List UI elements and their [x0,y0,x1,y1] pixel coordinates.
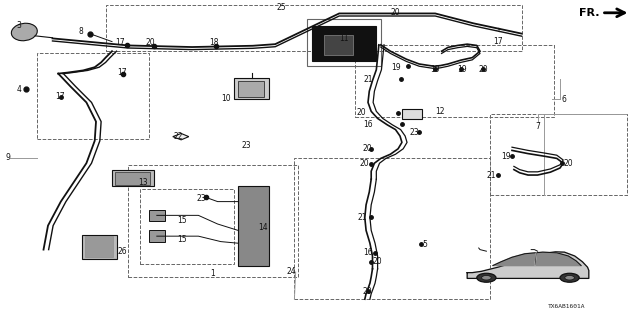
Text: 15: 15 [177,216,188,225]
Polygon shape [173,133,189,140]
Text: 10: 10 [221,94,230,103]
Polygon shape [467,252,589,278]
Bar [307,19,381,66]
Text: 23: 23 [196,194,206,203]
Bar [82,235,117,259]
Text: 17: 17 [116,68,127,77]
Polygon shape [493,252,581,266]
Ellipse shape [560,273,579,282]
Text: 13: 13 [138,178,148,187]
Text: 20: 20 [372,257,382,266]
Text: 26: 26 [117,247,127,256]
Bar [355,45,554,117]
Text: 22: 22 [173,132,182,141]
Ellipse shape [565,276,575,280]
Text: 3: 3 [17,21,22,30]
Text: 21: 21 [486,172,496,180]
Bar [402,109,422,119]
Bar [490,114,627,195]
Text: 1: 1 [210,269,215,278]
Text: 23: 23 [241,141,252,150]
Text: 4: 4 [17,85,22,94]
Text: 19: 19 [501,152,511,161]
Text: 20: 20 [363,144,372,153]
Text: 8: 8 [79,28,83,36]
Text: 20: 20 [360,159,369,168]
Text: 20: 20 [356,108,366,117]
Text: 20: 20 [478,65,488,74]
Ellipse shape [481,276,492,280]
Text: 20: 20 [363,287,372,296]
Bar [128,165,298,277]
Text: 6: 6 [562,95,567,104]
Bar [312,26,376,61]
Text: 20: 20 [390,8,401,17]
Text: 21: 21 [357,213,367,222]
Ellipse shape [12,23,37,41]
Text: 11: 11 [340,34,349,43]
Bar [324,35,353,55]
Text: 19: 19 [390,63,401,72]
Text: 23: 23 [410,128,419,137]
Bar [85,236,113,257]
Bar [149,210,165,221]
Text: 20: 20 [563,159,573,168]
Bar [294,158,490,299]
Text: 25: 25 [276,4,287,12]
Bar [149,230,165,242]
Text: 17: 17 [54,92,65,101]
Ellipse shape [477,273,496,282]
Bar [234,78,269,99]
Text: 16: 16 [363,248,372,257]
Bar [238,186,269,266]
Text: 14: 14 [258,223,268,232]
Text: TX6AB1601A: TX6AB1601A [548,304,585,309]
Bar [37,53,149,139]
Text: 9: 9 [5,153,10,162]
Text: FR.: FR. [579,8,600,18]
Text: 19: 19 [430,65,440,74]
Text: 19: 19 [457,65,467,74]
Text: 20: 20 [145,38,156,47]
Bar [112,170,154,186]
Bar [115,172,150,185]
Text: 12: 12 [435,108,445,116]
Text: 17: 17 [115,38,125,47]
Text: 18: 18 [210,38,219,47]
Text: 16: 16 [363,120,372,129]
Text: 21: 21 [364,76,373,84]
Bar [140,189,234,264]
Text: 24: 24 [286,268,296,276]
Text: 15: 15 [177,235,188,244]
Text: 7: 7 [535,122,540,131]
Bar [238,81,264,97]
Text: 5: 5 [422,240,428,249]
Text: 17: 17 [493,37,503,46]
Bar [106,5,522,51]
